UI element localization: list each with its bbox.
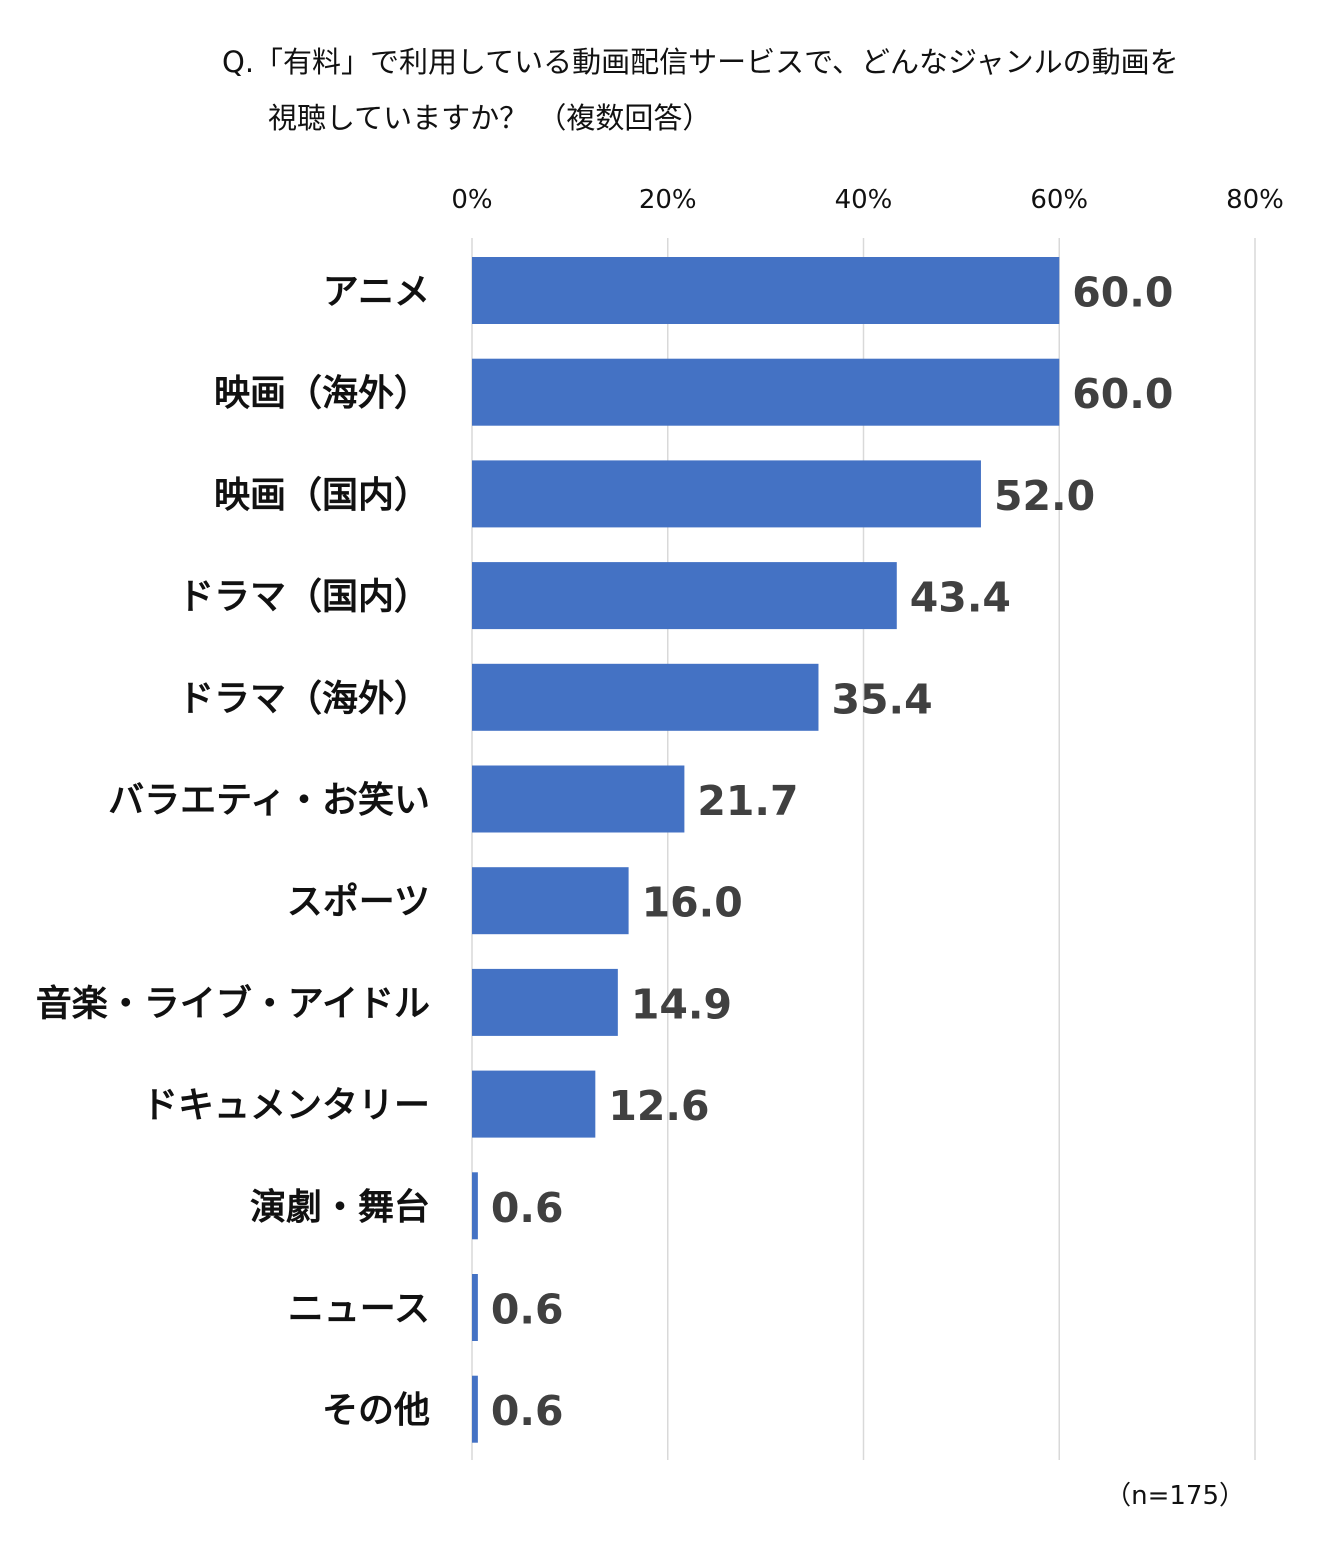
chart-title-line-2: 視聴していますか？ （複数回答） [268,101,712,135]
bar [472,1172,478,1240]
x-tick-label: 40% [835,185,893,215]
category-label: ニュース [288,1289,430,1330]
category-label: 映画（国内） [214,475,430,516]
sample-size-note: （n=175） [1105,1481,1245,1511]
value-label: 12.6 [608,1082,709,1130]
category-label: ドラマ（国内） [178,577,430,618]
value-label: 52.0 [994,472,1095,520]
value-label: 43.4 [910,574,1011,622]
category-label: バラエティ・お笑い [108,780,430,821]
bar [472,1375,478,1443]
bar [472,1070,596,1138]
bar [472,460,981,528]
category-label: その他 [322,1390,430,1431]
category-label: ドキュメンタリー [142,1085,430,1126]
category-label: 映画（海外） [214,373,430,414]
value-label: 21.7 [697,777,798,825]
value-label: 60.0 [1072,269,1173,317]
x-tick-label: 60% [1030,185,1088,215]
x-tick-label: 20% [639,185,697,215]
value-label: 60.0 [1072,370,1173,418]
bar [472,358,1060,426]
bar [472,257,1060,324]
category-label: アニメ [323,272,430,313]
bar [472,663,819,731]
category-label: 音楽・ライブ・アイドル [36,982,430,1024]
value-label: 0.6 [491,1286,564,1334]
value-label: 16.0 [642,879,743,927]
category-label: 演劇・舞台 [250,1187,430,1228]
value-label: 35.4 [831,675,932,723]
bar [472,968,618,1036]
x-tick-label: 80% [1226,185,1284,215]
category-label: スポーツ [287,881,430,923]
bar [472,867,629,935]
category-label: ドラマ（海外） [178,678,430,719]
bar [472,562,897,630]
bar [472,1274,478,1341]
x-tick-label: 0% [451,185,492,215]
value-label: 0.6 [491,1184,564,1232]
value-label: 0.6 [491,1387,564,1435]
value-label: 14.9 [631,980,732,1028]
bar [472,765,685,833]
chart-title-line-1: Q.「有料」で利用している動画配信サービスで、どんなジャンルの動画を [222,45,1179,79]
